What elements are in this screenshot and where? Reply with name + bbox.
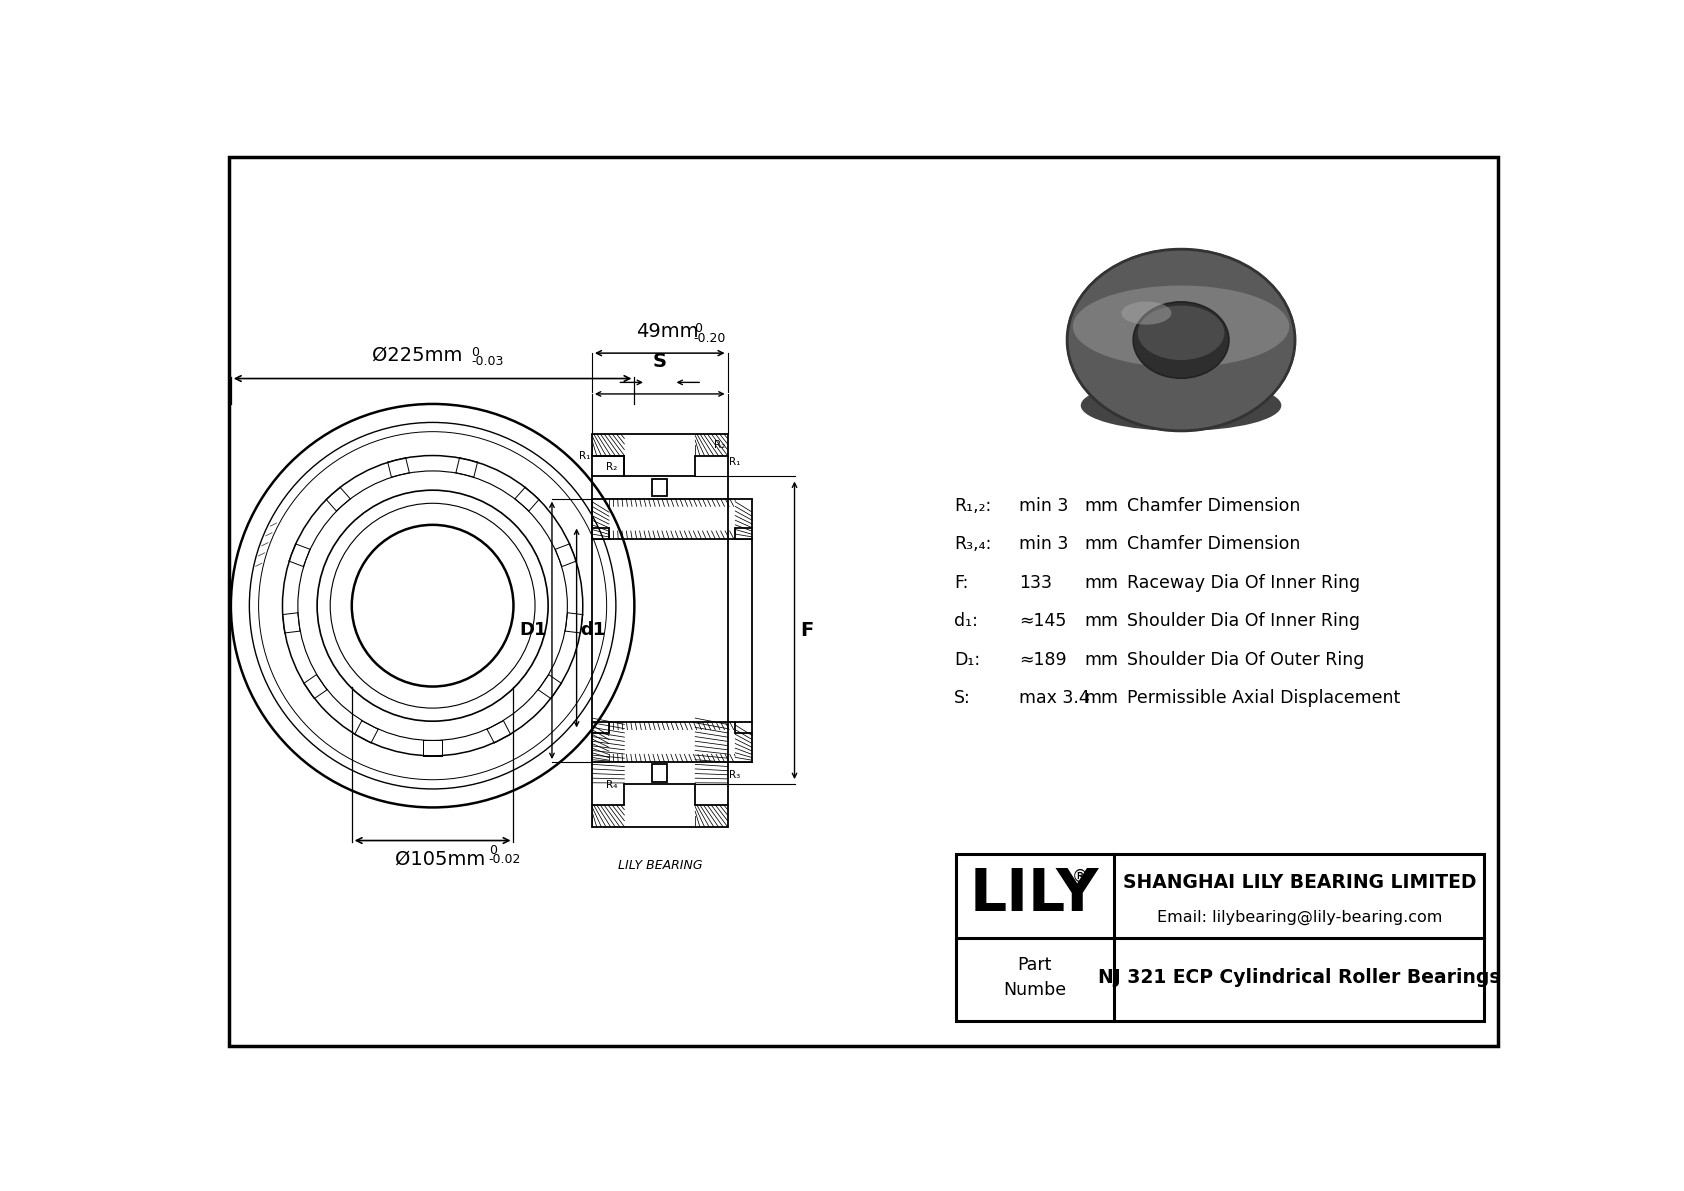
Text: Part
Numbe: Part Numbe — [1004, 956, 1066, 999]
Text: Shoulder Dia Of Outer Ring: Shoulder Dia Of Outer Ring — [1127, 650, 1364, 668]
Text: NJ 321 ECP Cylindrical Roller Bearings: NJ 321 ECP Cylindrical Roller Bearings — [1098, 968, 1500, 987]
Text: mm: mm — [1084, 650, 1118, 668]
Text: mm: mm — [1084, 574, 1118, 592]
Ellipse shape — [1133, 301, 1229, 379]
Text: R₃,₄:: R₃,₄: — [953, 535, 992, 553]
Ellipse shape — [1068, 249, 1295, 431]
Text: mm: mm — [1084, 612, 1118, 630]
Text: F: F — [800, 621, 813, 640]
Text: Chamfer Dimension: Chamfer Dimension — [1127, 535, 1300, 553]
Ellipse shape — [1073, 286, 1290, 367]
Text: 0: 0 — [488, 843, 497, 856]
Text: F:: F: — [953, 574, 968, 592]
Text: Chamfer Dimension: Chamfer Dimension — [1127, 497, 1300, 515]
Text: LILY: LILY — [970, 866, 1100, 923]
Text: ®: ® — [1073, 867, 1088, 885]
Text: Permissible Axial Displacement: Permissible Axial Displacement — [1127, 690, 1401, 707]
Text: min 3: min 3 — [1019, 497, 1069, 515]
Text: R₄: R₄ — [606, 780, 618, 790]
Text: LILY BEARING: LILY BEARING — [618, 859, 702, 872]
Text: min 3: min 3 — [1019, 535, 1069, 553]
Text: -0.03: -0.03 — [472, 355, 504, 368]
Ellipse shape — [1081, 380, 1282, 431]
Bar — [957, 854, 1484, 1022]
Text: Email: lilybearing@lily-bearing.com: Email: lilybearing@lily-bearing.com — [1157, 910, 1442, 925]
Bar — [652, 479, 667, 497]
Text: ≈145: ≈145 — [1019, 612, 1066, 630]
Text: ≈189: ≈189 — [1019, 650, 1068, 668]
Text: 0: 0 — [694, 322, 702, 335]
Text: d₁:: d₁: — [953, 612, 978, 630]
Text: max 3.4: max 3.4 — [1019, 690, 1090, 707]
Text: D₁:: D₁: — [953, 650, 980, 668]
Text: -0.20: -0.20 — [694, 331, 726, 344]
Text: Shoulder Dia Of Inner Ring: Shoulder Dia Of Inner Ring — [1127, 612, 1361, 630]
Text: mm: mm — [1084, 535, 1118, 553]
Text: 49mm: 49mm — [637, 322, 699, 341]
Text: Raceway Dia Of Inner Ring: Raceway Dia Of Inner Ring — [1127, 574, 1361, 592]
Ellipse shape — [1122, 301, 1172, 325]
Text: mm: mm — [1084, 690, 1118, 707]
Text: 133: 133 — [1019, 574, 1052, 592]
Text: D1: D1 — [520, 622, 547, 640]
Bar — [652, 765, 667, 782]
Text: d1: d1 — [581, 622, 606, 640]
Text: Ø225mm: Ø225mm — [372, 345, 463, 364]
Text: mm: mm — [1084, 497, 1118, 515]
Text: -0.02: -0.02 — [488, 853, 522, 866]
Text: R₁,₂:: R₁,₂: — [953, 497, 992, 515]
Text: R₁: R₁ — [729, 457, 741, 467]
Text: R₂: R₂ — [606, 462, 616, 472]
Text: R₂: R₂ — [714, 441, 726, 450]
Text: Ø105mm: Ø105mm — [396, 850, 485, 868]
Text: R₁: R₁ — [579, 451, 591, 461]
Text: SHANGHAI LILY BEARING LIMITED: SHANGHAI LILY BEARING LIMITED — [1123, 873, 1475, 892]
Text: 0: 0 — [472, 345, 480, 358]
Text: S:: S: — [953, 690, 970, 707]
Text: R₃: R₃ — [729, 771, 741, 780]
Text: S: S — [653, 351, 667, 370]
Ellipse shape — [1138, 306, 1224, 360]
